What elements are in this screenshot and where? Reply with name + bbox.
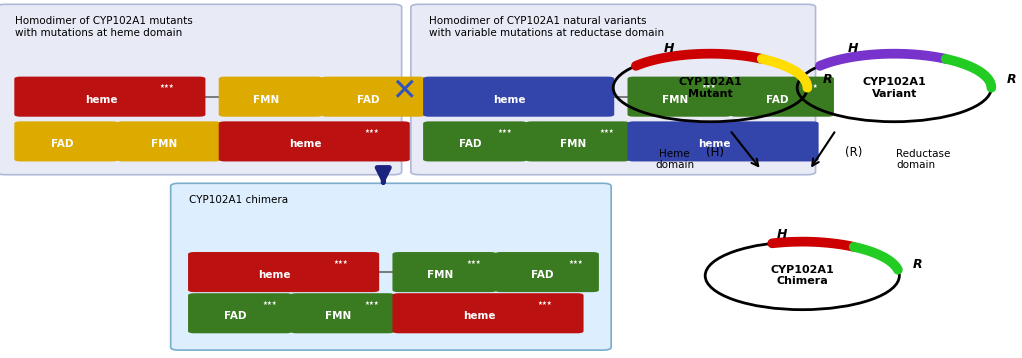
FancyBboxPatch shape: [321, 77, 425, 117]
FancyBboxPatch shape: [392, 252, 497, 292]
Text: CYP102A1
Mutant: CYP102A1 Mutant: [679, 77, 742, 98]
Text: ★★★: ★★★: [333, 260, 349, 265]
Text: ★★★: ★★★: [365, 301, 379, 306]
FancyBboxPatch shape: [219, 77, 323, 117]
Text: FMN: FMN: [253, 95, 279, 105]
FancyBboxPatch shape: [117, 121, 221, 161]
Text: heme: heme: [698, 139, 731, 149]
FancyBboxPatch shape: [411, 4, 816, 175]
Text: R: R: [823, 73, 832, 86]
Text: CYP102A1
Variant: CYP102A1 Variant: [863, 77, 926, 98]
Text: FMN: FMN: [662, 95, 688, 105]
FancyBboxPatch shape: [188, 252, 379, 292]
Text: heme: heme: [463, 311, 496, 321]
Text: Reductase
domain: Reductase domain: [896, 149, 950, 170]
Text: ★★★: ★★★: [364, 129, 379, 134]
FancyBboxPatch shape: [290, 293, 394, 333]
Text: Homodimer of CYP102A1 natural variants
with variable mutations at reductase doma: Homodimer of CYP102A1 natural variants w…: [429, 16, 664, 38]
Text: ★★★: ★★★: [569, 260, 584, 265]
FancyBboxPatch shape: [730, 77, 834, 117]
Text: ★★★: ★★★: [263, 301, 277, 306]
Text: ★★★: ★★★: [702, 84, 716, 89]
Text: heme: heme: [289, 139, 322, 149]
FancyBboxPatch shape: [423, 121, 527, 161]
FancyBboxPatch shape: [392, 293, 584, 333]
Text: ★★★: ★★★: [498, 129, 512, 134]
Text: FAD: FAD: [530, 270, 554, 280]
FancyBboxPatch shape: [628, 77, 732, 117]
Text: FMN: FMN: [151, 139, 177, 149]
FancyBboxPatch shape: [14, 121, 119, 161]
Text: CYP102A1 chimera: CYP102A1 chimera: [189, 195, 288, 205]
Text: FAD: FAD: [50, 139, 74, 149]
Text: heme: heme: [259, 270, 291, 280]
Text: FAD: FAD: [357, 95, 380, 105]
Text: ★★★: ★★★: [804, 84, 819, 89]
Text: R: R: [1007, 73, 1016, 86]
Text: (H): (H): [706, 146, 725, 159]
Text: H: H: [777, 228, 787, 241]
FancyBboxPatch shape: [628, 121, 819, 161]
Text: (R): (R): [844, 146, 863, 159]
Text: FAD: FAD: [765, 95, 789, 105]
FancyBboxPatch shape: [0, 4, 402, 175]
Text: H: H: [664, 42, 675, 55]
Text: FMN: FMN: [560, 139, 586, 149]
FancyBboxPatch shape: [423, 77, 614, 117]
Text: Heme
domain: Heme domain: [655, 149, 694, 170]
Text: heme: heme: [494, 95, 526, 105]
Text: H: H: [848, 42, 858, 55]
FancyBboxPatch shape: [525, 121, 630, 161]
FancyBboxPatch shape: [219, 121, 410, 161]
Text: heme: heme: [85, 95, 118, 105]
Text: Homodimer of CYP102A1 mutants
with mutations at heme domain: Homodimer of CYP102A1 mutants with mutat…: [15, 16, 193, 38]
Text: FMN: FMN: [325, 311, 351, 321]
Text: ★★★: ★★★: [538, 301, 553, 306]
FancyBboxPatch shape: [171, 183, 611, 350]
Text: ★★★: ★★★: [600, 129, 614, 134]
Text: ★★★: ★★★: [467, 260, 481, 265]
Text: FAD: FAD: [459, 139, 482, 149]
Text: ✕: ✕: [391, 77, 416, 106]
FancyBboxPatch shape: [14, 77, 205, 117]
FancyBboxPatch shape: [188, 293, 292, 333]
Text: FMN: FMN: [427, 270, 453, 280]
Text: FAD: FAD: [224, 311, 247, 321]
FancyBboxPatch shape: [495, 252, 599, 292]
Text: CYP102A1
Chimera: CYP102A1 Chimera: [771, 265, 834, 286]
Text: R: R: [913, 258, 923, 271]
Text: ★★★: ★★★: [159, 84, 175, 89]
